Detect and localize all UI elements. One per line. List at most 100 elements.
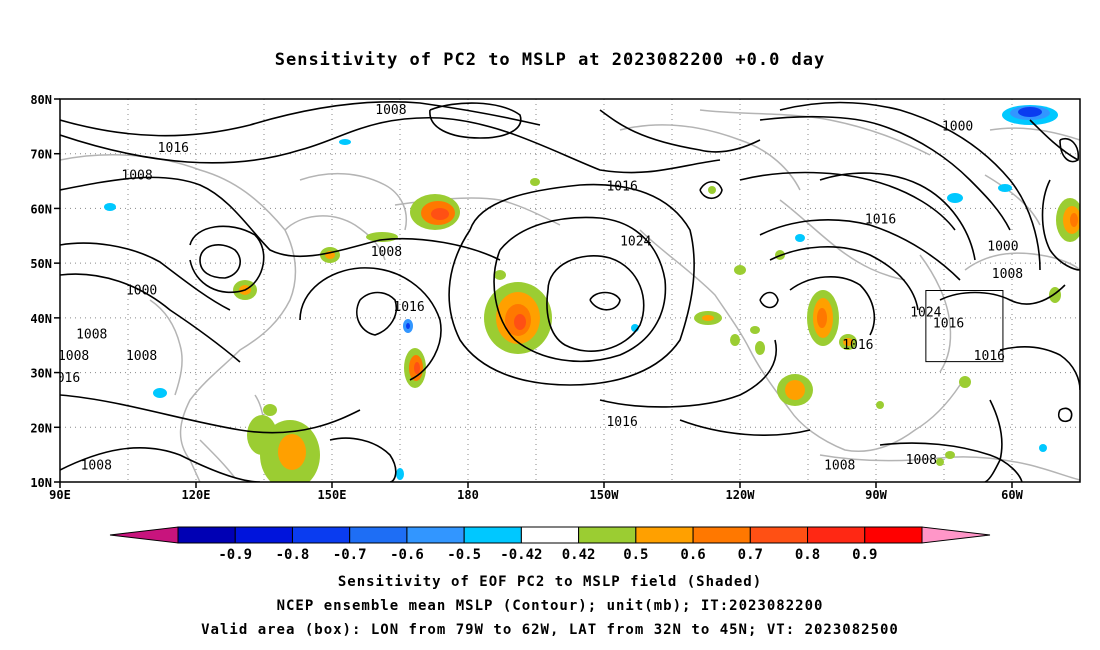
map-title: Sensitivity of PC2 to MSLP at 2023082200… xyxy=(274,50,826,70)
contour-label: 1016 xyxy=(158,141,189,156)
sensitivity-shading xyxy=(1070,213,1078,227)
sensitivity-shading xyxy=(945,451,955,459)
coastline xyxy=(60,154,297,482)
contour-label: 1008 xyxy=(906,453,937,468)
sensitivity-shading xyxy=(278,434,306,470)
pressure-contour xyxy=(60,101,541,137)
sensitivity-shading xyxy=(339,139,351,145)
lat-tick-label: 80N xyxy=(30,93,52,107)
pressure-contour xyxy=(759,219,961,281)
colorbar-swatch xyxy=(520,526,580,544)
sensitivity-shading xyxy=(494,270,506,280)
coastline xyxy=(284,215,386,261)
pressure-contour xyxy=(356,291,397,336)
pressure-contour xyxy=(599,339,777,408)
map-border xyxy=(59,98,1081,483)
lon-tick-label: 150W xyxy=(590,488,620,502)
colorbar-swatch xyxy=(807,526,866,544)
lon-tick-label: 120W xyxy=(726,488,756,502)
pressure-contour xyxy=(759,115,1011,231)
lat-tick-label: 10N xyxy=(30,476,52,490)
colorbar-swatch xyxy=(349,526,408,544)
pressure-contour xyxy=(769,246,919,311)
coastline xyxy=(199,439,236,479)
colorbar-lower-triangle xyxy=(109,526,179,544)
sensitivity-shading xyxy=(947,193,963,203)
contour-label: 1016 xyxy=(393,300,424,315)
pressure-contour xyxy=(60,273,241,363)
colorbar: -0.9 -0.8 -0.7 -0.6 -0.5 -0.42 0.42 0.5 0.6 0.7 0.… xyxy=(109,526,991,563)
contour-label: 1000 xyxy=(126,284,157,299)
sensitivity-shading xyxy=(702,315,714,321)
coastline xyxy=(299,172,407,231)
colorbar-label: 0.7 xyxy=(738,547,763,563)
sensitivity-shading xyxy=(795,234,805,242)
contour-label: 1008 xyxy=(371,245,402,260)
colorbar-swatch xyxy=(864,526,923,544)
sensitivity-shading xyxy=(1018,107,1042,117)
pressure-contour xyxy=(939,284,1066,305)
colorbar-label: 0.9 xyxy=(852,547,877,563)
pressure-contour xyxy=(739,171,956,231)
lat-tick-label: 30N xyxy=(30,367,52,381)
sensitivity-shading xyxy=(734,265,746,275)
lon-tick-label: 150E xyxy=(318,488,347,502)
contour-label: 1008 xyxy=(58,349,89,364)
lon-tick-label: 90E xyxy=(49,488,71,502)
lon-tick-label: 120E xyxy=(182,488,211,502)
pressure-contour xyxy=(448,183,695,386)
sensitivity-shading xyxy=(730,334,740,346)
contour-label: 1016 xyxy=(865,212,896,227)
colorbar-label: 0.8 xyxy=(795,547,820,563)
contour-label: 1008 xyxy=(81,459,112,474)
coastline xyxy=(984,174,1041,226)
lat-tick-label: 40N xyxy=(30,312,52,326)
pressure-contour xyxy=(1041,179,1080,271)
pressure-contour xyxy=(759,291,779,309)
coastline xyxy=(779,199,906,281)
pressure-contour xyxy=(999,345,1080,391)
sensitivity-shading xyxy=(755,341,765,355)
contour-label: 1008 xyxy=(375,103,406,118)
colorbar-label: 0.5 xyxy=(623,547,648,563)
pressure-contour xyxy=(679,419,811,436)
sensitivity-shading xyxy=(414,362,420,374)
contour-label: 1000 xyxy=(942,119,973,134)
sensitivity-shading xyxy=(843,338,853,346)
contour-label: 1008 xyxy=(126,349,157,364)
pressure-contour xyxy=(60,116,721,174)
pressure-contour xyxy=(60,176,501,261)
pressure-contour xyxy=(699,180,723,200)
pressure-contour xyxy=(199,244,241,279)
pressure-contour xyxy=(1029,119,1079,161)
lon-tick-label: 60W xyxy=(1001,488,1023,502)
sensitivity-shading xyxy=(936,458,944,466)
sensitivity-shading xyxy=(514,314,526,330)
colorbar-label: -0.42 xyxy=(500,547,542,563)
colorbar-label: -0.8 xyxy=(276,547,310,563)
pressure-contour xyxy=(429,102,522,139)
coastline xyxy=(149,299,183,396)
coastline xyxy=(919,254,952,373)
pressure-contour xyxy=(329,437,397,482)
sensitivity-shading xyxy=(406,323,410,329)
pressure-contour xyxy=(819,172,976,261)
contour-label: 1016 xyxy=(974,349,1005,364)
pressure-contour xyxy=(984,399,1003,482)
sensitivity-shading xyxy=(431,208,449,220)
lat-tick-label: 20N xyxy=(30,421,52,435)
colorbar-swatch xyxy=(234,526,293,544)
colorbar-swatch xyxy=(692,526,751,544)
sensitivity-shading xyxy=(530,178,540,186)
colorbar-label: -0.7 xyxy=(333,547,367,563)
sensitivity-shading xyxy=(998,184,1012,192)
coastline xyxy=(619,124,801,191)
valid-area-box xyxy=(925,290,1004,363)
colorbar-swatch xyxy=(635,526,694,544)
lon-tick-label: 180 xyxy=(457,488,479,502)
colorbar-upper-triangle xyxy=(921,526,991,544)
sensitivity-shading xyxy=(153,388,167,398)
sensitivity-shading xyxy=(876,401,884,409)
sensitivity-shading xyxy=(750,326,760,334)
contour-label: 1016 xyxy=(606,415,637,430)
